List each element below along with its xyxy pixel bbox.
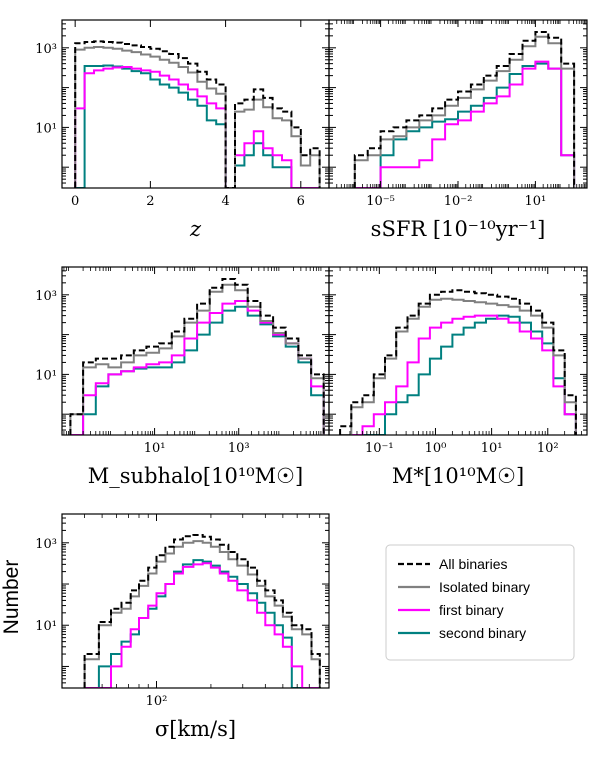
series-all-binaries-ssfr xyxy=(353,31,576,188)
axes-frame-velocity-dispersion xyxy=(61,513,330,689)
x-tick-label-redshift: 2 xyxy=(146,194,154,209)
x-axis-label-ssfr: sSFR [10⁻¹⁰yr⁻¹] xyxy=(371,217,546,241)
series-isolated-binary-ssfr xyxy=(353,35,576,188)
legend-frame xyxy=(385,544,575,661)
legend-label-isolated: Isolated binary xyxy=(439,579,530,595)
series-first-binary-velocity-dispersion xyxy=(84,562,320,688)
x-tick-label-ssfr: 10¹ xyxy=(525,194,547,209)
y-tick-label-velocity-dispersion: 10³ xyxy=(35,537,57,552)
panel-ssfr: 10⁻⁵ 10⁻² 10¹ sSFR [10⁻¹⁰yr⁻¹] xyxy=(328,19,588,241)
x-tick-label-stellar-mass: 10¹ xyxy=(481,441,503,456)
series-second-binary-velocity-dispersion xyxy=(84,559,320,688)
series-first-binary-ssfr xyxy=(354,60,576,188)
x-tick-label-ssfr: 10⁻⁵ xyxy=(366,194,395,209)
x-tick-label-redshift: 4 xyxy=(221,194,229,209)
x-tick-label-stellar-mass: 10⁰ xyxy=(425,441,447,456)
x-axis-label-redshift: z xyxy=(189,217,202,241)
series-second-binary-redshift xyxy=(75,64,320,188)
legend-label-all: All binaries xyxy=(439,556,507,572)
x-tick-label-redshift: 6 xyxy=(297,194,305,209)
panel-velocity-dispersion: 10² 10¹ 10³ σ[km/s] xyxy=(35,513,330,741)
y-tick-label-subhalo-mass: 10³ xyxy=(35,289,57,304)
legend-label-first: first binary xyxy=(439,602,504,618)
legend: All binaries Isolated binary first binar… xyxy=(385,544,575,661)
series-second-binary-stellar-mass xyxy=(340,314,577,435)
panel-redshift: 0 2 4 6 10¹ 10³ z xyxy=(35,19,330,241)
series-all-binaries-stellar-mass xyxy=(339,289,577,435)
y-tick-label-redshift: 10¹ xyxy=(35,121,57,136)
axes-frame-stellar-mass xyxy=(328,266,588,436)
series-second-binary-ssfr xyxy=(354,62,576,188)
panel-subhalo-mass: 10¹ 10³ 10¹ 10³ M_subhalo[10¹⁰M☉] xyxy=(35,266,330,488)
series-first-binary-stellar-mass xyxy=(340,314,577,435)
x-tick-label-subhalo-mass: 10³ xyxy=(228,441,250,456)
series-all-binaries-subhalo-mass xyxy=(69,278,325,435)
y-tick-label-subhalo-mass: 10¹ xyxy=(35,368,57,383)
legend-label-second: second binary xyxy=(439,625,526,641)
x-axis-label-stellar-mass: M*[10¹⁰M☉] xyxy=(392,464,524,488)
series-isolated-binary-redshift xyxy=(74,46,321,188)
panel-stellar-mass: 10⁻¹ 10⁰ 10¹ 10² M*[10¹⁰M☉] xyxy=(328,266,588,488)
series-first-binary-redshift xyxy=(74,66,320,188)
x-tick-label-redshift: 0 xyxy=(71,194,79,209)
x-axis-label-velocity-dispersion: σ[km/s] xyxy=(155,717,236,741)
axes-frame-redshift xyxy=(61,19,330,189)
y-axis-label: Number xyxy=(0,560,23,635)
x-tick-label-ssfr: 10⁻² xyxy=(444,194,473,209)
x-tick-label-subhalo-mass: 10¹ xyxy=(144,441,166,456)
y-tick-label-redshift: 10³ xyxy=(35,42,57,57)
x-axis-label-subhalo-mass: M_subhalo[10¹⁰M☉] xyxy=(88,464,303,488)
series-all-binaries-velocity-dispersion xyxy=(83,534,321,688)
x-tick-label-velocity-dispersion: 10² xyxy=(146,694,168,709)
x-tick-label-stellar-mass: 10⁻¹ xyxy=(365,441,394,456)
series-all-binaries-redshift xyxy=(74,40,321,188)
y-tick-label-velocity-dispersion: 10¹ xyxy=(35,619,57,634)
x-tick-label-stellar-mass: 10² xyxy=(537,441,559,456)
